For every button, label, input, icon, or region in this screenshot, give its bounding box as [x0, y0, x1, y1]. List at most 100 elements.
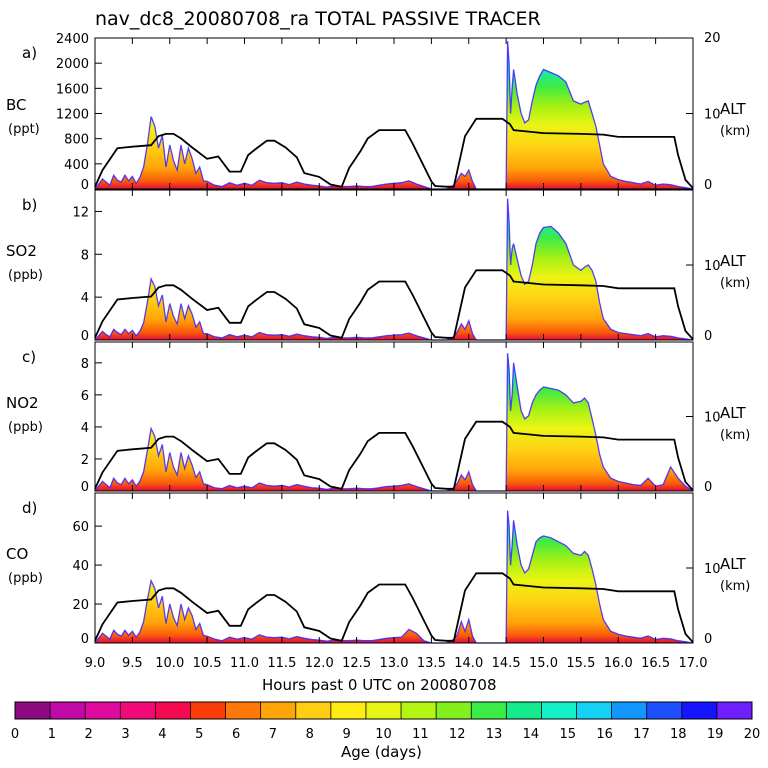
colorbar: 0 1 2 3 4 5 6 7 8 9 10 11 12 13 14 15 16 17 18 19 20 — [11, 701, 761, 742]
colorbar-swatch — [436, 702, 472, 719]
tracer-edge — [94, 510, 694, 644]
x-tick-label: 13.0 — [380, 656, 409, 671]
alt-tick-label: 10 — [704, 108, 721, 123]
x-tick-label: 16.5 — [641, 656, 670, 671]
y-tick-label: 12 — [72, 205, 89, 220]
colorbar-swatch — [190, 702, 227, 719]
altitude-label: ALT — [720, 252, 746, 270]
colorbar-tick-label: 9 — [343, 727, 351, 742]
y-tick-label: 800 — [64, 133, 89, 148]
colorbar-swatch — [576, 702, 613, 719]
panel-no2: 0 2 4 6 8 0 10 — [81, 341, 721, 495]
x-tick-label: 9.5 — [122, 656, 143, 671]
panel-letter: c) — [22, 348, 37, 366]
x-tick-label: 11.5 — [267, 656, 296, 671]
x-tick-label: 14.5 — [492, 656, 521, 671]
panel-co: 0 20 40 60 0 10 — [72, 492, 721, 647]
x-tick-label: 12.5 — [342, 656, 371, 671]
tracer-edge — [94, 41, 694, 190]
species-label: SO2 — [6, 242, 37, 260]
colorbar-tick-label: 4 — [158, 727, 166, 742]
y-tick-label: 40 — [72, 559, 89, 574]
y-tick-label: 60 — [72, 520, 89, 535]
colorbar-tick-label: 19 — [707, 727, 724, 742]
alt-tick-label: 20 — [704, 31, 721, 46]
x-tick-label: 10.5 — [193, 656, 222, 671]
species-label: CO — [6, 545, 29, 563]
colorbar-tick-label: 14 — [523, 727, 540, 742]
unit-label: (ppb) — [8, 268, 43, 283]
colorbar-swatch — [50, 702, 86, 719]
colorbar-swatch — [611, 702, 648, 719]
panel-letter: d) — [22, 499, 38, 517]
colorbar-tick-label: 13 — [486, 727, 503, 742]
y-tick-label: 4 — [81, 421, 89, 436]
unit-label: (ppb) — [8, 571, 43, 586]
flight-altitude-line — [94, 269, 694, 340]
colorbar-label: Age (days) — [341, 743, 422, 761]
colorbar-tick-label: 12 — [449, 727, 466, 742]
x-tick-label: 14.0 — [454, 656, 483, 671]
x-tick-label: 9.0 — [85, 656, 106, 671]
altitude-unit-label: (km) — [720, 428, 751, 443]
y-tick-label: 0 — [81, 329, 89, 344]
y-tick-label: 1600 — [56, 82, 89, 97]
colorbar-tick-label: 18 — [670, 727, 687, 742]
colorbar-swatch — [401, 702, 437, 719]
colorbar-tick-label: 11 — [412, 727, 429, 742]
colorbar-tick-label: 8 — [306, 727, 314, 742]
colorbar-swatch — [330, 702, 367, 719]
colorbar-tick-label: 5 — [195, 727, 203, 742]
panel-bc: 0 400 800 1200 1600 2000 2400 0 10 20 — [56, 31, 721, 193]
colorbar-tick-label: 15 — [559, 727, 576, 742]
colorbar-tick-label: 7 — [269, 727, 277, 742]
x-axis: 9.0 9.5 10.0 10.5 11.0 11.5 12.0 12.5 13.0 13.5 14… — [85, 656, 708, 671]
colorbar-tick-label: 2 — [85, 727, 93, 742]
colorbar-swatch — [471, 702, 507, 719]
colorbar-swatch — [295, 702, 332, 719]
colorbar-swatch — [260, 702, 297, 719]
colorbar-tick-label: 20 — [744, 727, 761, 742]
colorbar-tick-label: 1 — [48, 727, 56, 742]
tracer-area — [95, 41, 693, 189]
alt-tick-label: 0 — [704, 480, 712, 495]
x-tick-label: 15.0 — [529, 656, 558, 671]
colorbar-swatch — [155, 702, 191, 719]
y-tick-label: 2 — [81, 453, 89, 468]
colorbar-swatch — [225, 702, 262, 719]
colorbar-frame — [14, 701, 753, 720]
x-tick-label: 11.0 — [230, 656, 259, 671]
y-tick-label: 8 — [81, 357, 89, 372]
altitude-unit-label: (km) — [720, 276, 751, 291]
alt-tick-label: 10 — [704, 259, 721, 274]
panels-layer: 0400800120016002000240001020048120100246… — [56, 31, 721, 647]
species-label: BC — [6, 96, 27, 114]
colorbar-swatch — [365, 702, 402, 719]
panel-letter: a) — [22, 44, 38, 62]
flight-altitude-line — [94, 572, 694, 643]
y-tick-label: 1200 — [56, 108, 89, 123]
x-tick-label: 10.0 — [155, 656, 184, 671]
x-tick-label: 16.0 — [604, 656, 633, 671]
colorbar-swatch — [506, 702, 542, 719]
alt-tick-label: 0 — [704, 632, 712, 647]
x-tick-label: 13.5 — [417, 656, 446, 671]
colorbar-tick-label: 6 — [232, 727, 240, 742]
y-tick-label: 6 — [81, 389, 89, 404]
y-tick-label: 2400 — [56, 32, 89, 47]
panel-so2: 0 4 8 12 0 10 — [72, 189, 721, 344]
colorbar-tick-label: 0 — [11, 727, 19, 742]
colorbar-swatch — [681, 702, 718, 719]
colorbar-tick-label: 3 — [121, 727, 129, 742]
altitude-label: ALT — [720, 100, 746, 118]
colorbar-tick-label: 16 — [596, 727, 613, 742]
colorbar-swatch — [541, 702, 578, 719]
altitude-unit-label: (km) — [720, 124, 751, 139]
altitude-unit-label: (km) — [720, 579, 751, 594]
species-label: NO2 — [6, 394, 39, 412]
altitude-label: ALT — [720, 555, 746, 573]
colorbar-swatch — [85, 702, 121, 719]
tracer-edge — [94, 353, 694, 492]
y-tick-label: 2000 — [56, 57, 89, 72]
